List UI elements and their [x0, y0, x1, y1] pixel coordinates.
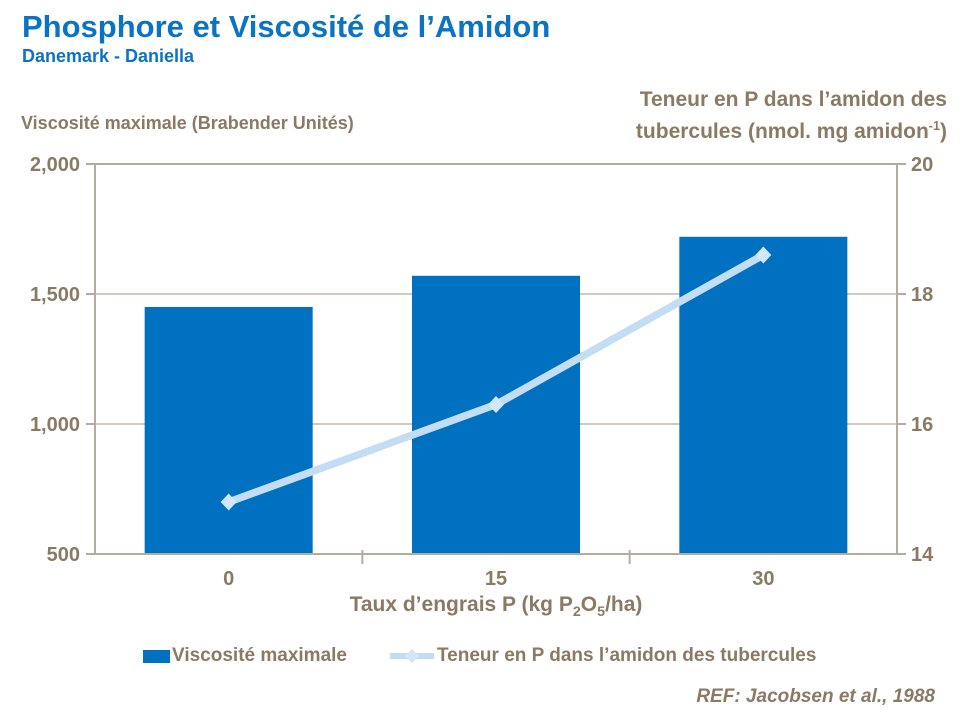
line-marker	[488, 396, 504, 413]
right-axis-tick-label: 20	[911, 154, 933, 176]
left-axis-tick-label: 500	[47, 544, 80, 566]
line-marker	[755, 246, 772, 264]
page-subtitle: Danemark - Daniella	[22, 46, 195, 66]
right-axis-title-line1: Teneur en P dans l’amidon des	[639, 88, 947, 111]
x-axis-title-mid: O	[580, 593, 598, 616]
left-axis-tick-label: 1,500	[30, 284, 80, 306]
right-axis-tick-label: 18	[911, 284, 933, 306]
right-axis-title: Teneur en P dans l’amidon des tubercules …	[527, 86, 947, 145]
right-axis-tick-label: 16	[911, 414, 933, 436]
plot-frame	[94, 163, 898, 555]
x-axis-tick-label: 0	[223, 568, 234, 590]
x-axis-title: Taux d’engrais P (kg P2O5/ha)	[95, 593, 897, 620]
legend: Viscosité maximale Teneur en P dans l’am…	[143, 645, 816, 667]
right-axis-tick-label: 14	[911, 544, 934, 566]
legend-label-viscosite: Viscosité maximale	[172, 645, 347, 666]
left-axis-title: Viscosité maximale (Brabender Unités)	[21, 113, 354, 133]
x-axis-title-sub1: 2	[572, 604, 581, 621]
left-axis-tick-label: 1,000	[30, 414, 80, 436]
legend-label-teneur: Teneur en P dans l’amidon des tubercules	[436, 645, 817, 666]
x-axis-title-pre: Taux d’engrais P (kg P	[349, 593, 573, 616]
page-title: Phosphore et Viscosité de l’Amidon	[22, 9, 551, 44]
legend-item-teneur: Teneur en P dans l’amidon des tubercules	[389, 645, 816, 667]
left-axis-tick-label: 2,000	[30, 154, 80, 176]
right-axis-title-close: )	[940, 120, 947, 143]
bar-series-swatch	[143, 649, 170, 663]
reference-text: REF: Jacobsen et al., 1988	[696, 686, 935, 707]
line-series-swatch	[389, 649, 434, 663]
x-axis-tick-label: 15	[485, 568, 507, 590]
x-axis-title-sub2: 5	[597, 604, 606, 621]
bar	[144, 307, 313, 554]
right-axis-title-line2: tubercules (nmol. mg amidon	[635, 120, 929, 143]
bar	[412, 275, 580, 554]
right-axis-title-sup: -1	[928, 119, 940, 133]
x-axis-tick-label: 30	[752, 568, 774, 590]
x-axis-title-post: /ha)	[605, 593, 643, 616]
line-marker	[220, 493, 237, 511]
legend-item-viscosite: Viscosité maximale	[143, 645, 347, 667]
